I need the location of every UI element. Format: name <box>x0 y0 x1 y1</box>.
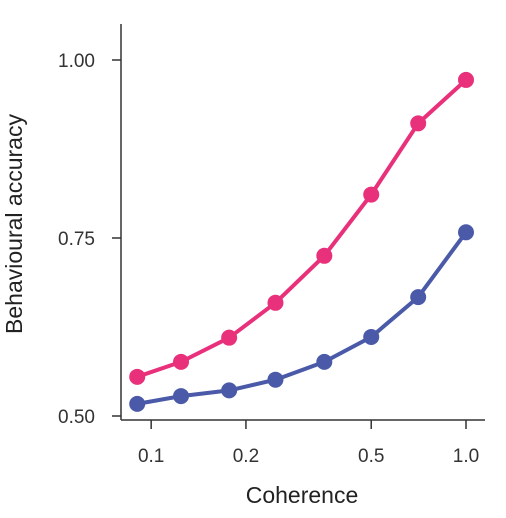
x-axis-label: Coherence <box>246 482 359 508</box>
data-point <box>129 395 146 412</box>
data-point <box>221 382 238 399</box>
data-point <box>458 71 474 88</box>
x-tick-label: 0.5 <box>358 446 384 467</box>
series-2 <box>129 224 474 412</box>
ticks: 0.50 0.75 1.00 0.1 0.2 0.5 1.0 <box>58 51 479 467</box>
data-point <box>221 329 238 346</box>
data-point <box>410 115 427 132</box>
series-line <box>135 230 468 406</box>
data-point <box>363 328 380 345</box>
y-tick-label: 0.75 <box>58 229 95 250</box>
series <box>129 71 474 412</box>
series-line <box>135 77 468 379</box>
data-point <box>363 186 380 203</box>
data-point <box>173 353 190 370</box>
x-tick-label: 1.0 <box>453 446 479 467</box>
data-point <box>316 247 333 264</box>
y-tick-label: 1.00 <box>58 51 95 72</box>
data-point <box>129 368 146 385</box>
y-axis-label: Behavioural accuracy <box>1 114 27 334</box>
series-1 <box>129 71 474 385</box>
data-point <box>173 388 190 405</box>
data-point <box>458 224 474 241</box>
data-point <box>410 289 427 306</box>
data-point <box>267 371 284 388</box>
y-tick-label: 0.50 <box>58 407 95 428</box>
data-point <box>316 353 333 370</box>
x-tick-label: 0.1 <box>138 446 164 467</box>
x-tick-label: 0.2 <box>233 446 259 467</box>
axes <box>120 24 485 421</box>
data-point <box>267 294 284 311</box>
